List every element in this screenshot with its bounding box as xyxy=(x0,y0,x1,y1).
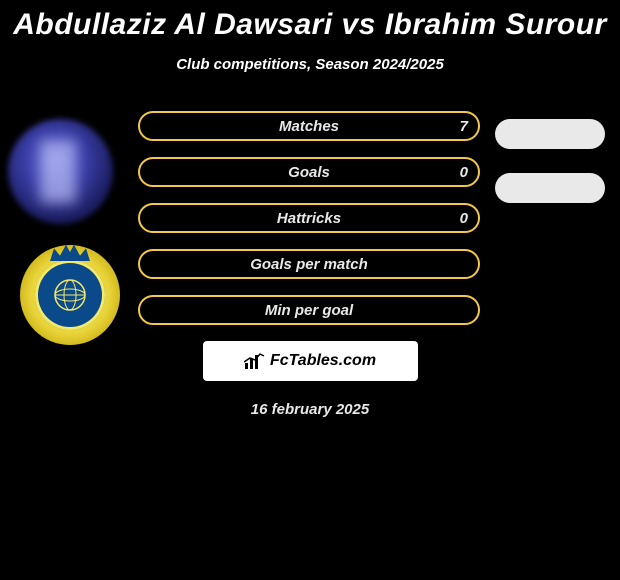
stat-label: Min per goal xyxy=(265,302,353,319)
player2-pill-1 xyxy=(495,119,605,149)
brand-text: FcTables.com xyxy=(270,352,376,370)
stat-label: Goals xyxy=(288,164,330,181)
stat-bar-goals-per-match: Goals per match xyxy=(138,249,480,279)
stat-label: Matches xyxy=(279,118,339,135)
player2-pill-2 xyxy=(495,173,605,203)
player1-avatar xyxy=(8,119,113,224)
subtitle: Club competitions, Season 2024/2025 xyxy=(0,56,620,73)
stat-bar-matches: Matches 7 xyxy=(138,111,480,141)
globe-icon xyxy=(50,275,90,315)
stat-label: Hattricks xyxy=(277,210,341,227)
comparison-panel: Matches 7 Goals 0 Hattricks 0 Goals per … xyxy=(0,111,620,418)
crown-icon xyxy=(50,243,90,261)
stat-bar-hattricks: Hattricks 0 xyxy=(138,203,480,233)
stat-value: 7 xyxy=(460,118,468,135)
page-title: Abdullaziz Al Dawsari vs Ibrahim Surour xyxy=(0,0,620,42)
chart-bars-icon xyxy=(244,352,266,370)
stat-value: 0 xyxy=(460,210,468,227)
club-badge xyxy=(20,245,120,345)
stat-bar-min-per-goal: Min per goal xyxy=(138,295,480,325)
brand-box[interactable]: FcTables.com xyxy=(203,341,418,381)
stat-label: Goals per match xyxy=(250,256,368,273)
stat-bar-goals: Goals 0 xyxy=(138,157,480,187)
stat-bars: Matches 7 Goals 0 Hattricks 0 Goals per … xyxy=(138,111,480,325)
stat-value: 0 xyxy=(460,164,468,181)
badge-inner xyxy=(35,260,105,330)
date-label: 16 february 2025 xyxy=(0,401,620,418)
